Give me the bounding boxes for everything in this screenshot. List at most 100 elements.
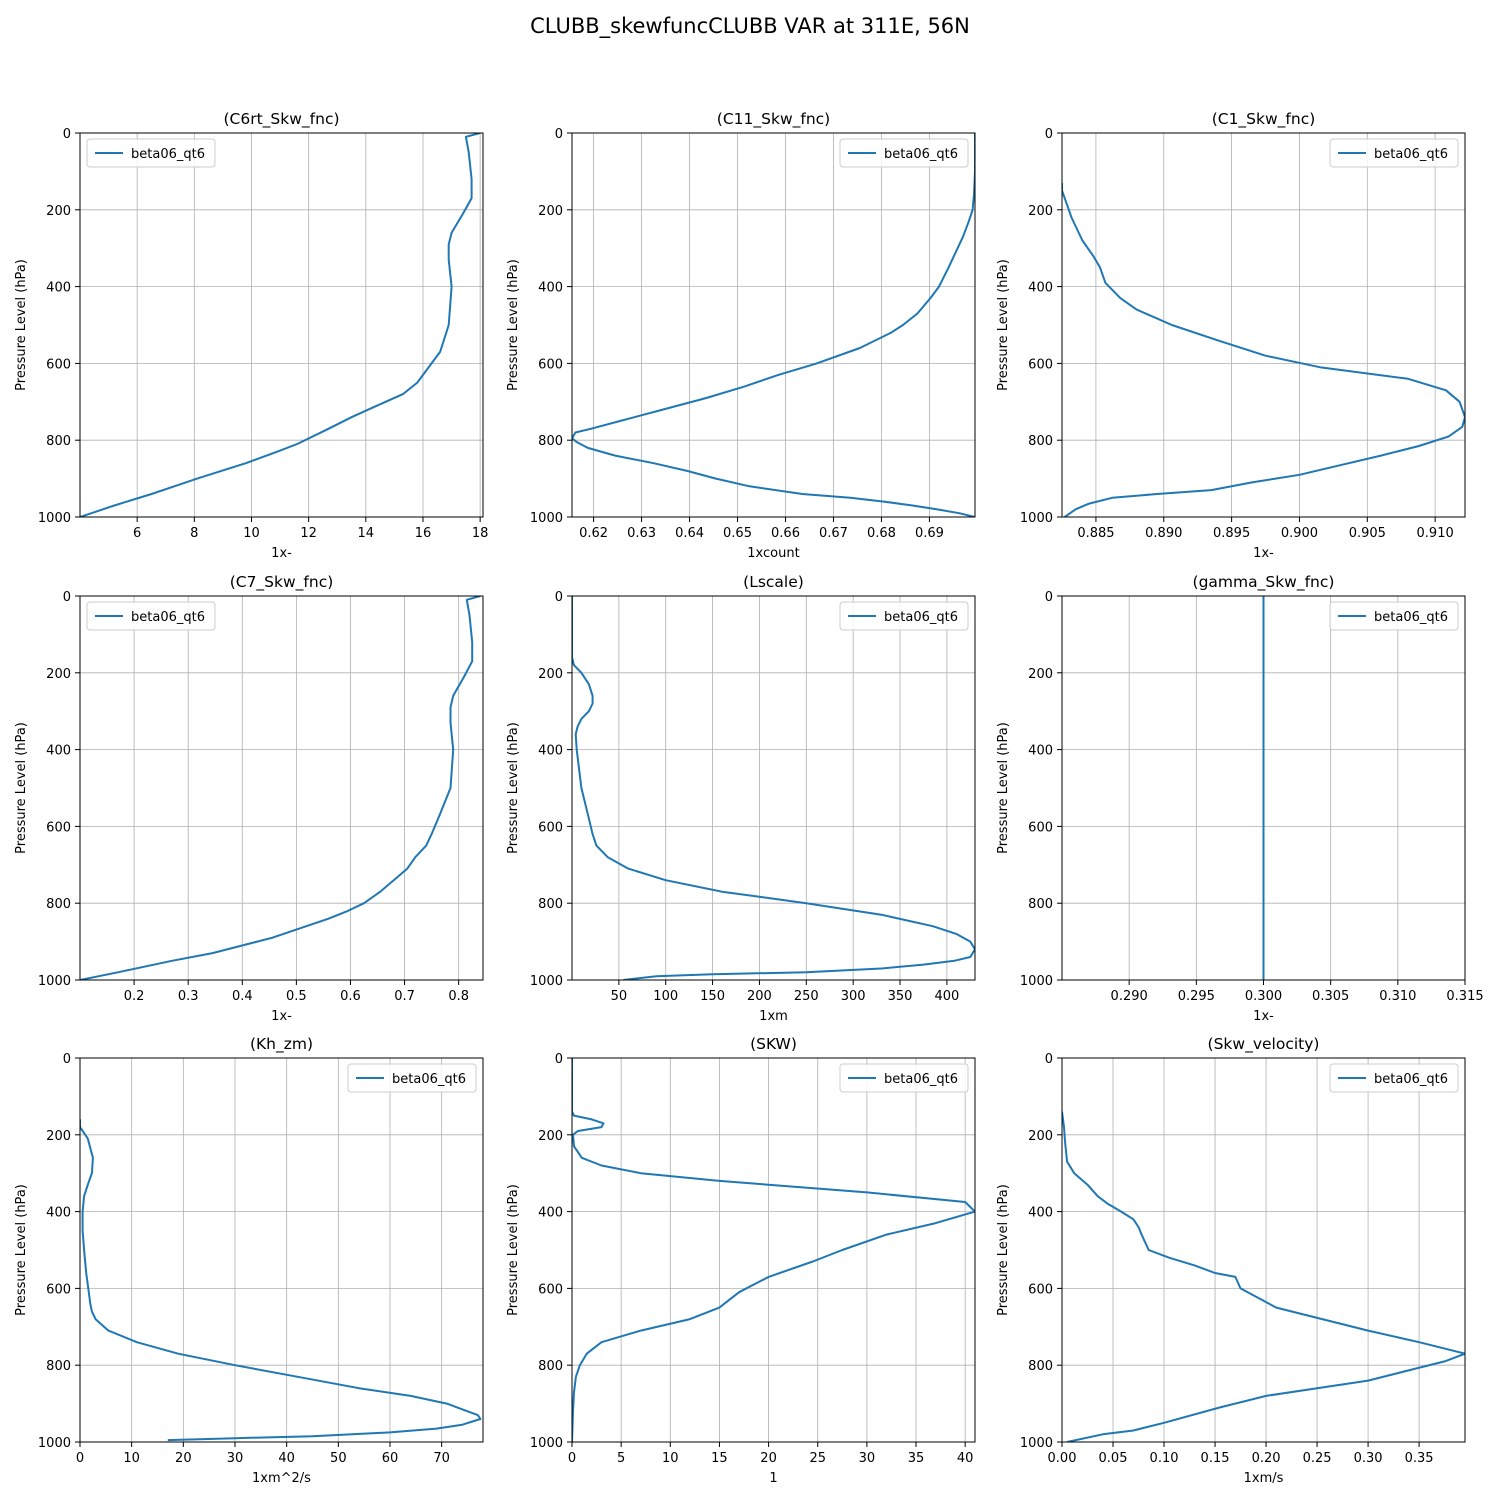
x-tick-label: 0.2 <box>124 989 145 1004</box>
y-tick-label: 1000 <box>530 1436 563 1451</box>
y-tick-label: 600 <box>538 820 563 835</box>
subplot-5: 50 100 150 200 250 300 350 400 0 200 400 600 800 1000… <box>506 573 976 1024</box>
x-tick-label: 30 <box>859 1451 876 1466</box>
x-tick-label: 150 <box>700 989 725 1004</box>
x-tick-label: 0.30 <box>1354 1451 1383 1466</box>
x-axis-label: 1x- <box>1253 1009 1274 1024</box>
x-tick-label: 50 <box>330 1451 347 1466</box>
x-tick-label: 0.68 <box>867 526 896 541</box>
legend: beta06_qt6 <box>1329 138 1459 168</box>
legend-box <box>1329 601 1459 631</box>
legend-label: beta06_qt6 <box>1374 610 1448 625</box>
y-tick-label: 0 <box>1045 590 1053 605</box>
x-tick-label: 0.315 <box>1446 989 1483 1004</box>
x-tick-label: 0.66 <box>771 526 800 541</box>
subplot-1: 6 8 10 12 14 16 18 0 200 400 600 800 1000 (C6rt_Skw_f… <box>14 110 488 561</box>
y-tick-label: 600 <box>46 1282 71 1297</box>
x-tick-label: 0.35 <box>1405 1451 1434 1466</box>
legend: beta06_qt6 <box>839 601 969 631</box>
legend-box <box>1329 1063 1459 1093</box>
y-tick-label: 200 <box>538 667 563 682</box>
y-axis-label: Pressure Level (hPa) <box>996 259 1011 391</box>
x-tick-label: 0.910 <box>1417 526 1454 541</box>
y-tick-label: 400 <box>46 281 71 296</box>
subplot-title: (C11_Skw_fnc) <box>717 110 830 129</box>
x-tick-label: 0.890 <box>1145 526 1182 541</box>
y-axis-label: Pressure Level (hPa) <box>506 722 521 854</box>
x-tick-label: 20 <box>760 1451 777 1466</box>
y-tick-label: 800 <box>1028 897 1053 912</box>
x-tick-label: 20 <box>175 1451 192 1466</box>
x-axis-label: 1x- <box>271 1009 292 1024</box>
axes-frame <box>571 132 976 518</box>
y-tick-label: 600 <box>46 820 71 835</box>
series-line-beta06_qt6 <box>80 596 481 980</box>
legend: beta06_qt6 <box>1329 1063 1459 1093</box>
x-tick-label: 0.64 <box>675 526 704 541</box>
x-tick-label: 0.65 <box>723 526 752 541</box>
legend-box <box>839 138 969 168</box>
y-tick-label: 200 <box>1028 204 1053 219</box>
subplot-title: (C6rt_Skw_fnc) <box>223 110 339 129</box>
y-tick-label: 800 <box>46 897 71 912</box>
x-tick-label: 35 <box>908 1451 925 1466</box>
x-tick-label: 6 <box>133 526 141 541</box>
x-tick-label: 10 <box>123 1451 140 1466</box>
subplot-title: (Kh_zm) <box>250 1035 313 1054</box>
y-tick-label: 200 <box>46 667 71 682</box>
y-tick-label: 800 <box>538 434 563 449</box>
x-tick-label: 0.15 <box>1201 1451 1230 1466</box>
x-tick-label: 12 <box>300 526 317 541</box>
y-tick-label: 1000 <box>530 974 563 989</box>
legend: beta06_qt6 <box>839 138 969 168</box>
x-axis-label: 1x- <box>1253 546 1274 561</box>
y-tick-label: 0 <box>555 1052 563 1067</box>
subplot-9: 0.00 0.05 0.10 0.15 0.20 0.25 0.30 0.35 0 200 400 6… <box>996 1035 1466 1486</box>
series-line-beta06_qt6 <box>572 133 975 517</box>
x-axis-label: 1xm <box>759 1009 788 1024</box>
x-tick-label: 18 <box>472 526 489 541</box>
x-tick-label: 0 <box>76 1451 84 1466</box>
axes-frame <box>571 595 976 981</box>
legend: beta06_qt6 <box>839 1063 969 1093</box>
y-tick-label: 800 <box>1028 434 1053 449</box>
x-axis-label: 1xm/s <box>1244 1471 1284 1486</box>
axes-frame <box>1061 132 1466 518</box>
y-axis-label: Pressure Level (hPa) <box>996 1184 1011 1316</box>
series-line-beta06_qt6 <box>1062 182 1465 517</box>
y-tick-label: 400 <box>46 1206 71 1221</box>
x-tick-label: 400 <box>934 989 959 1004</box>
x-tick-label: 0.310 <box>1379 989 1416 1004</box>
legend-box <box>839 601 969 631</box>
y-tick-label: 1000 <box>1020 511 1053 526</box>
x-axis-label: 1x- <box>271 546 292 561</box>
subplot-2: 0.62 0.63 0.64 0.65 0.66 0.67 0.68 0.69 0 200 400 6… <box>506 110 976 561</box>
y-tick-label: 400 <box>538 1206 563 1221</box>
legend-box <box>347 1063 477 1093</box>
x-tick-label: 0.905 <box>1349 526 1386 541</box>
subplot-title: (SKW) <box>750 1035 797 1053</box>
y-tick-label: 1000 <box>38 974 71 989</box>
y-tick-label: 200 <box>1028 667 1053 682</box>
y-tick-label: 0 <box>555 127 563 142</box>
x-tick-label: 0.4 <box>232 989 253 1004</box>
y-axis-label: Pressure Level (hPa) <box>14 722 29 854</box>
subplot-title: (gamma_Skw_fnc) <box>1193 573 1335 592</box>
x-tick-label: 0.895 <box>1213 526 1250 541</box>
y-tick-label: 800 <box>1028 1359 1053 1374</box>
x-tick-label: 40 <box>957 1451 974 1466</box>
y-tick-label: 1000 <box>38 1436 71 1451</box>
x-tick-label: 16 <box>415 526 432 541</box>
y-tick-label: 800 <box>538 1359 563 1374</box>
legend-label: beta06_qt6 <box>131 147 205 162</box>
y-axis-label: Pressure Level (hPa) <box>996 722 1011 854</box>
legend-label: beta06_qt6 <box>1374 1072 1448 1087</box>
x-tick-label: 250 <box>794 989 819 1004</box>
y-tick-label: 1000 <box>1020 1436 1053 1451</box>
x-axis-label: 1 <box>769 1471 777 1486</box>
x-tick-label: 200 <box>747 989 772 1004</box>
x-tick-label: 30 <box>227 1451 244 1466</box>
y-tick-label: 400 <box>538 744 563 759</box>
y-tick-label: 1000 <box>38 511 71 526</box>
y-axis-label: Pressure Level (hPa) <box>506 259 521 391</box>
